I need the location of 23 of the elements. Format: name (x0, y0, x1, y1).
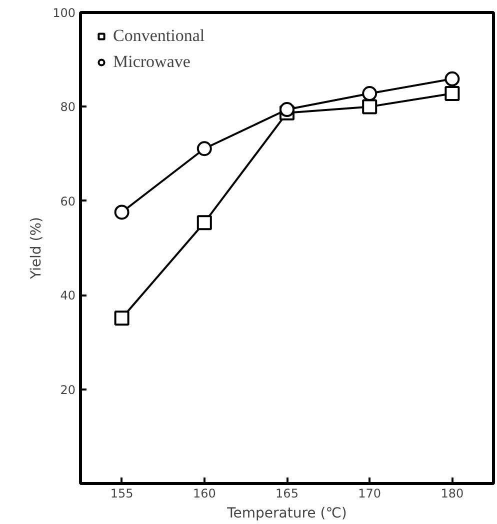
legend-label: Microwave (113, 52, 190, 72)
y-tick-label: 60 (60, 194, 76, 208)
y-tick-label: 100 (52, 6, 76, 20)
y-axis-title: Yield (%) (28, 216, 45, 280)
point (196, 141, 212, 156)
x-tick-label: 180 (440, 486, 464, 500)
point (362, 86, 378, 101)
point (444, 71, 460, 86)
point (362, 99, 378, 114)
point (444, 86, 460, 102)
point (114, 310, 130, 326)
x-tick-label: 170 (358, 486, 382, 500)
y-tick-label: 80 (60, 100, 76, 114)
y-tick-label: 40 (60, 288, 76, 303)
legend-label: Conventional (113, 26, 205, 46)
point (280, 102, 294, 118)
point (114, 204, 130, 220)
x-tick-label: 155 (110, 486, 134, 500)
x-axis-title: Temperature (℃) (226, 506, 347, 522)
x-tick-label: 165 (276, 486, 298, 500)
x-tick-label: 160 (192, 486, 216, 500)
point (196, 215, 212, 230)
y-tick-label: 20 (60, 382, 76, 397)
